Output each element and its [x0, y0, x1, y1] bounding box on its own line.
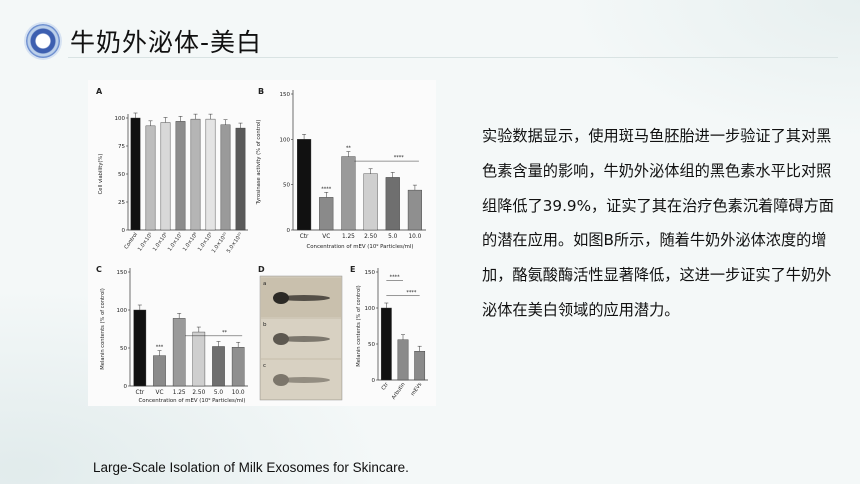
zebrafish-body [278, 295, 330, 301]
zebrafish-body [278, 336, 330, 342]
panel-label-D: D [258, 265, 265, 274]
y-tick-label-B: 0 [287, 228, 291, 234]
x-tick-label-B: VC [322, 234, 330, 240]
x-tick-label-C: Ctr [135, 390, 144, 396]
x-tick-label-B: 10.0 [408, 234, 421, 240]
y-tick-label-C: 150 [117, 270, 128, 276]
zebrafish-frame-label: c [263, 363, 266, 369]
bar-C [192, 331, 206, 387]
y-tick-label-E: 100 [365, 306, 376, 312]
x-tick-label-E: Arbutin [391, 382, 407, 401]
x-tick-label-B: 2.50 [364, 234, 377, 240]
y-tick-label-B: 150 [280, 92, 291, 98]
page-title: 牛奶外泌体-美白 [70, 28, 263, 57]
y-axis-label-B: Tyrosinase activity (% of control) [256, 120, 262, 206]
x-tick-label-C: 2.50 [192, 390, 205, 396]
panel-label-A: A [96, 87, 103, 96]
x-tick-label-B: Ctr [300, 234, 309, 240]
significance-mark-C: *** [156, 345, 164, 351]
x-axis-label-C: Concentration of mEV (10⁹ Particles/ml) [138, 397, 245, 404]
panel-label-E: E [350, 265, 355, 274]
bar-E [414, 351, 426, 381]
bar-C [212, 346, 225, 387]
bar-B [341, 156, 356, 231]
x-tick-label-E: mEVs [410, 381, 423, 397]
bar-B [385, 177, 400, 231]
significance-mark-C: ** [222, 330, 228, 336]
x-tick-label-B: 5.0 [388, 234, 398, 240]
panel-label-B: B [258, 87, 264, 96]
y-tick-label-C: 0 [124, 384, 128, 390]
x-axis-label-B: Concentration of mEV (10⁹ Particles/ml) [306, 243, 413, 250]
x-tick-label-B: 1.25 [342, 234, 355, 240]
x-tick-label-C: 5.0 [214, 390, 224, 396]
zebrafish-body [278, 377, 330, 383]
title-divider [68, 57, 838, 58]
significance-mark-E: **** [390, 275, 401, 281]
x-tick-label-C: VC [155, 390, 163, 396]
bar-C [172, 318, 186, 387]
bar-A [190, 118, 201, 231]
bar-A [145, 125, 156, 231]
bar-C [153, 355, 166, 387]
results-figure: A 0 25 50 75 100 Cell viability(%) Control 1.0×1… [88, 80, 436, 406]
y-axis-label-E: Melanin contents (% of control) [356, 285, 362, 366]
bar-B [297, 139, 312, 231]
significance-mark-B: **** [394, 155, 405, 161]
bar-A [175, 121, 186, 231]
bar-B [363, 173, 378, 231]
zebrafish-frame-label: a [263, 281, 266, 287]
body-paragraph: 实验数据显示，使用斑马鱼胚胎进一步验证了其对黑色素含量的影响，牛奶外泌体组的黑色… [482, 127, 834, 319]
zebrafish-frame-label: b [263, 322, 267, 328]
bar-E [397, 339, 409, 381]
figure-caption: Large-Scale Isolation of Milk Exosomes f… [93, 460, 409, 475]
y-tick-label-A: 0 [122, 228, 126, 234]
panel-label-C: C [96, 265, 102, 274]
y-tick-label-A: 25 [118, 200, 125, 206]
bar-A [160, 122, 171, 231]
significance-mark-B: ** [346, 146, 352, 152]
bar-A [205, 118, 216, 231]
y-tick-label-B: 50 [283, 183, 290, 189]
y-tick-label-A: 100 [115, 116, 126, 122]
x-tick-label-E: Ctr [381, 381, 391, 392]
y-tick-label-C: 50 [120, 346, 127, 352]
significance-mark-E: **** [406, 290, 417, 296]
bar-B [319, 197, 334, 231]
y-tick-label-A: 75 [118, 144, 125, 150]
x-tick-label-C: 10.0 [232, 390, 245, 396]
logo-ring-icon [26, 24, 60, 58]
bar-A [235, 127, 246, 231]
y-tick-label-B: 100 [280, 137, 291, 143]
y-tick-label-A: 50 [118, 172, 125, 178]
x-tick-label-C: 1.25 [173, 390, 186, 396]
y-tick-label-C: 100 [117, 308, 128, 314]
bar-B [407, 189, 422, 231]
bar-E [380, 307, 392, 381]
y-tick-label-E: 50 [368, 342, 375, 348]
x-tick-label-A: Control [123, 232, 139, 251]
y-axis-label-C: Melanin contents (% of control) [100, 288, 106, 369]
y-tick-label-E: 0 [372, 378, 376, 384]
bar-A [130, 117, 141, 231]
y-axis-label-A: Cell viability(%) [98, 154, 104, 195]
y-tick-label-E: 150 [365, 270, 376, 276]
bar-C [133, 309, 147, 387]
bar-C [231, 347, 245, 387]
bar-A [220, 124, 231, 231]
significance-mark-B: **** [321, 186, 332, 192]
